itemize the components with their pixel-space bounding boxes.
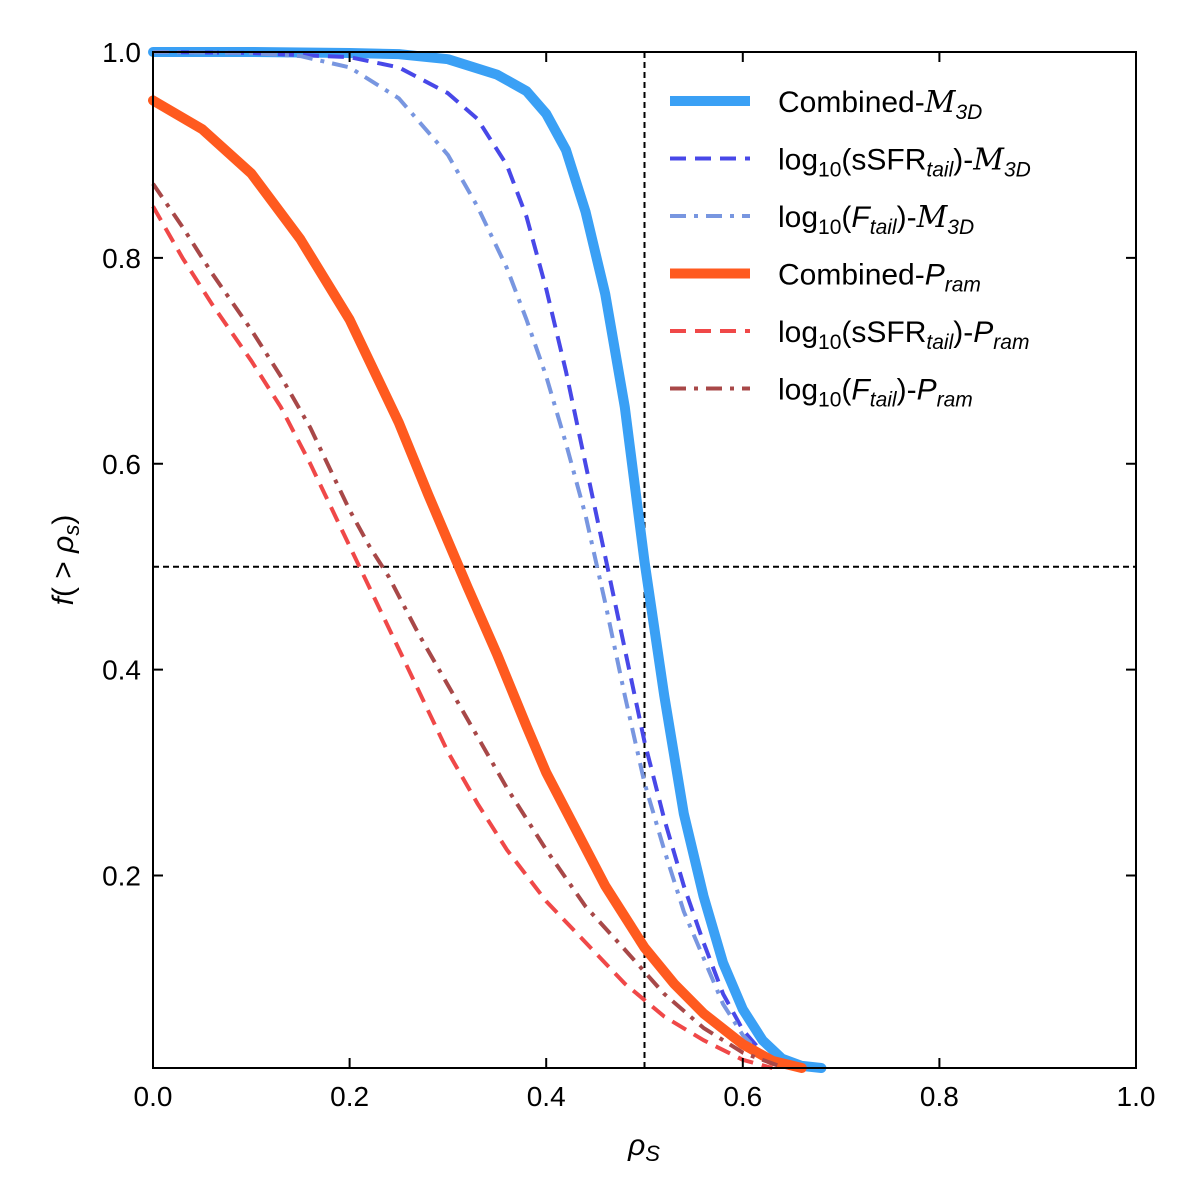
- x-tick-label: 1.0: [1117, 1081, 1156, 1112]
- legend: Combined-M3D log10(sSFRtail)-M3D log10(Fta…: [670, 85, 1031, 412]
- y-tick-label: 0.2: [102, 861, 141, 892]
- y-tick-label: 0.4: [102, 655, 141, 686]
- x-tick-label: 0.0: [134, 1081, 173, 1112]
- x-tick-label: 0.4: [527, 1081, 566, 1112]
- legend-label-3: log10(Ftail)-M3D: [778, 200, 974, 239]
- axes-frame: [152, 51, 1137, 1069]
- legend-label-5: log10(sSFRtail)-Pram: [778, 316, 1029, 354]
- series-line-1: [148, 47, 827, 1073]
- y-tick-label: 1.0: [102, 37, 141, 68]
- series-layer: [148, 47, 827, 1073]
- series-line-5: [151, 205, 773, 1070]
- series-line-6: [151, 182, 783, 1069]
- legend-label-4: Combined-Pram: [778, 259, 981, 297]
- series-line-3: [152, 50, 784, 1068]
- y-tick-label: 0.8: [102, 243, 141, 274]
- x-tick-label: 0.6: [723, 1081, 762, 1112]
- x-tick-label: 0.2: [330, 1081, 369, 1112]
- legend-label-1: Combined-M3D: [778, 85, 982, 124]
- legend-label-6: log10(Ftail)-Pram: [778, 374, 973, 412]
- legend-label-2: log10(sSFRtail)-M3D: [778, 143, 1031, 182]
- series-line-4: [148, 95, 807, 1073]
- y-tick-label: 0.6: [102, 449, 141, 480]
- ticks: 0.0 0.2 0.4 0.6 0.8 1.0 0.2 0.4 0.6 0.8 1.0: [102, 37, 1155, 1112]
- series-line-2: [152, 50, 803, 1070]
- x-tick-label: 0.8: [920, 1081, 959, 1112]
